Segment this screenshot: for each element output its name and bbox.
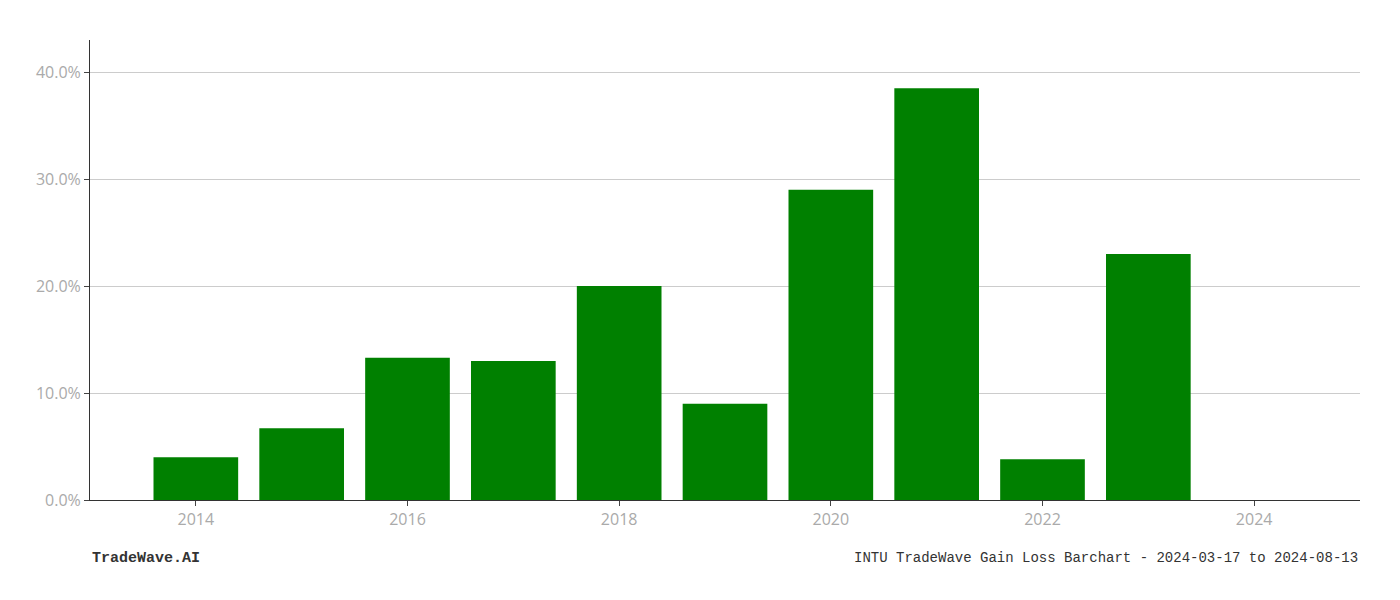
svg-text:2016: 2016 (389, 508, 426, 530)
svg-text:30.0%: 30.0% (36, 168, 81, 190)
svg-text:2022: 2022 (1024, 508, 1061, 530)
svg-text:2018: 2018 (601, 508, 638, 530)
svg-text:TradeWave.AI: TradeWave.AI (92, 550, 200, 567)
svg-text:2020: 2020 (813, 508, 850, 530)
svg-text:2024: 2024 (1236, 508, 1273, 530)
svg-text:20.0%: 20.0% (36, 275, 81, 297)
svg-text:0.0%: 0.0% (45, 489, 81, 511)
svg-text:INTU TradeWave Gain Loss Barch: INTU TradeWave Gain Loss Barchart - 2024… (854, 550, 1358, 566)
svg-text:2014: 2014 (178, 508, 215, 530)
svg-text:40.0%: 40.0% (36, 61, 81, 83)
svg-text:10.0%: 10.0% (36, 382, 81, 404)
